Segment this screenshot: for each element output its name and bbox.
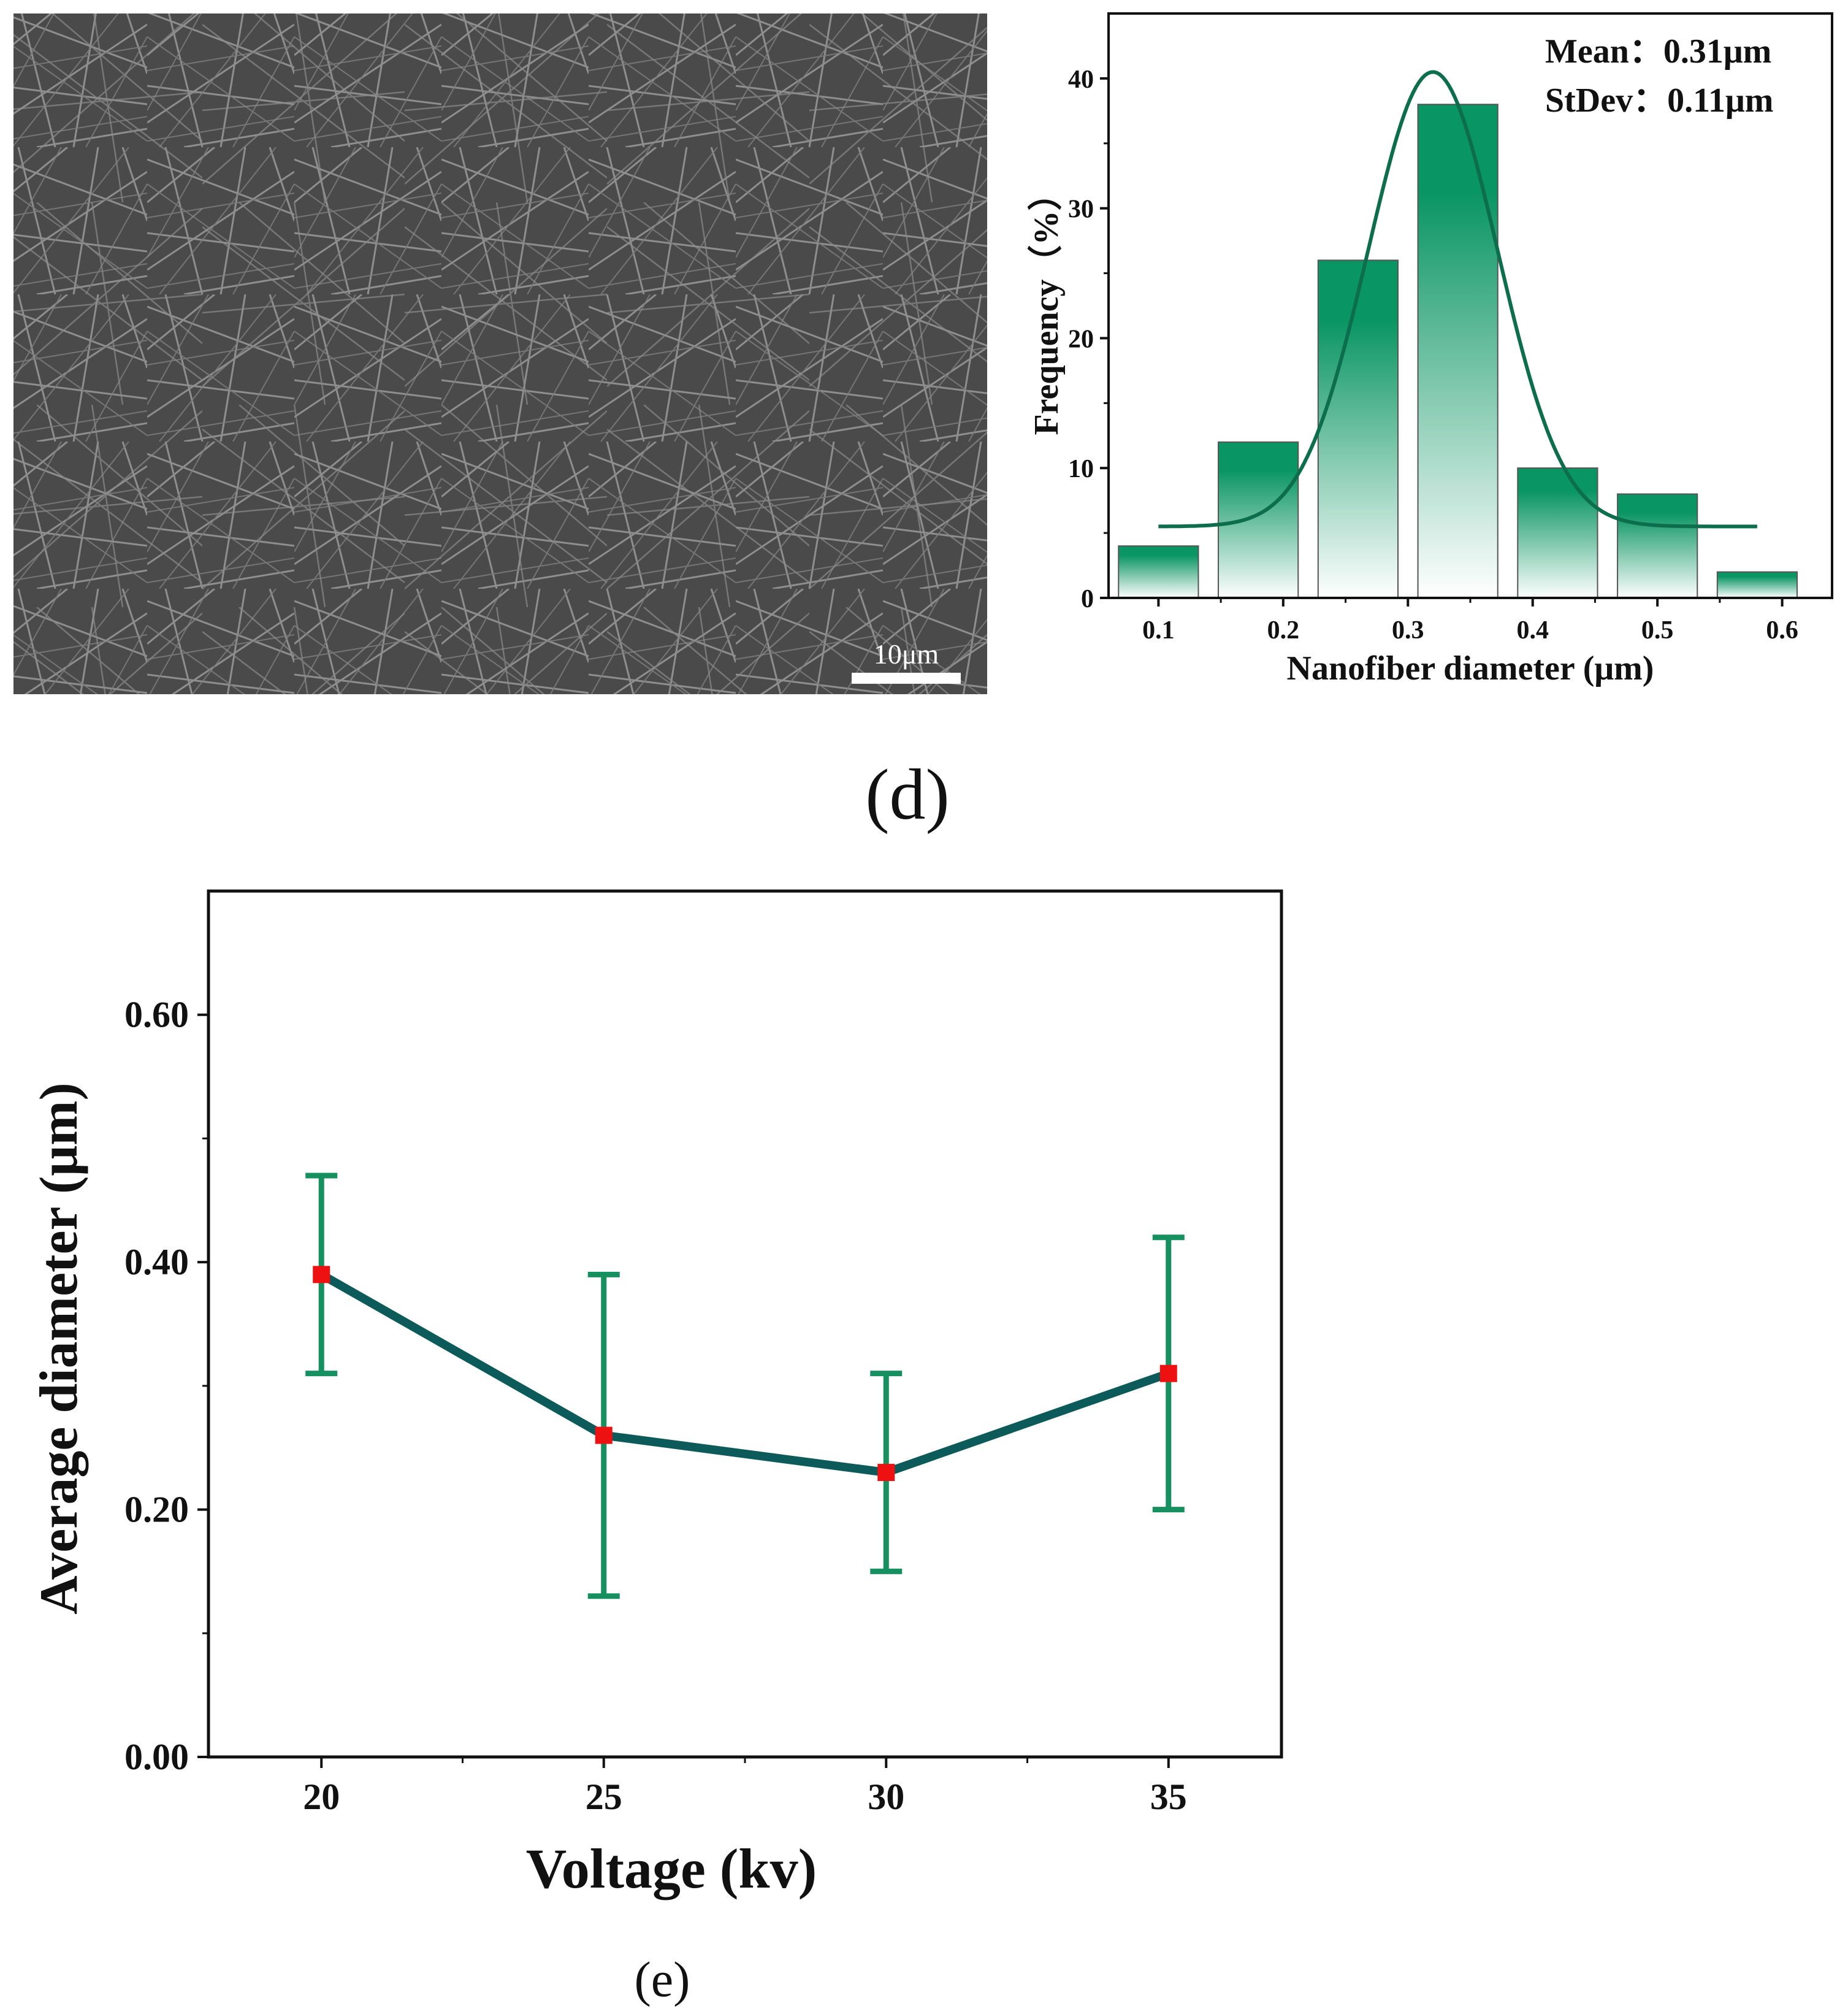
histogram-x-tick-label: 0.3 [1392,616,1424,645]
data-point-marker [595,1426,613,1444]
histogram-bar [1517,467,1598,599]
histogram-chart: 0.1 0.2 0.3 0.4 0.5 0.6 0 10 20 30 40 Nanofiber dia… [1027,12,1833,687]
histogram-y-tick-label: 20 [1068,325,1094,353]
voltage-x-tick-label: 25 [586,1777,622,1817]
histogram-y-tick-label: 0 [1081,585,1094,613]
histogram-x-tick-label: 0.4 [1516,616,1549,645]
data-point-marker [877,1464,895,1482]
voltage-chart: 20 25 30 35 0.00 0.20 0.40 0.60 Voltage (kv) Aver… [29,889,1283,1900]
sem-image-overlay [13,13,987,694]
scale-bar [852,673,961,684]
histogram-bar [1317,259,1399,599]
voltage-x-tick-label: 35 [1150,1777,1187,1817]
voltage-y-tick-label: 0.20 [124,1490,189,1530]
voltage-chart-frame [207,889,1283,1759]
voltage-x-tick-label: 20 [303,1777,340,1817]
histogram-y-tick-label: 10 [1068,455,1094,483]
histogram-annotation: Mean：0.31μm [1545,33,1771,71]
histogram-x-tick-label: 0.2 [1267,616,1300,645]
histogram-bar [1716,571,1798,599]
panel-d-caption: (d) [865,754,950,835]
histogram-bar [1118,545,1199,599]
sem-micrograph: 10μm [13,13,987,694]
voltage-x-tick-label: 30 [868,1777,904,1817]
histogram-annotation: StDev：0.11μm [1545,82,1773,120]
average-diameter-line [317,1270,1173,1477]
histogram-bar [1417,104,1499,599]
histogram-x-tick-label: 0.5 [1641,616,1674,645]
histogram-x-tick-label: 0.1 [1142,616,1175,645]
histogram-x-tick-label: 0.6 [1766,616,1798,645]
voltage-y-tick-label: 0.40 [124,1242,189,1282]
data-point-marker [1159,1364,1177,1382]
voltage-y-tick-label: 0.60 [124,995,189,1035]
histogram-y-tick-label: 40 [1068,66,1094,94]
histogram-y-axis-label: Frequency（%） [1027,176,1066,435]
gaussian-fit-curve [1158,70,1757,529]
voltage-y-tick-label: 0.00 [124,1737,189,1777]
voltage-y-axis-label: Average diameter (μm) [29,1082,89,1615]
scale-bar-label: 10μm [874,638,939,670]
panel-e-caption: (e) [634,1951,690,2007]
histogram-bar [1218,441,1299,599]
data-point-marker [313,1266,330,1284]
histogram-y-tick-label: 30 [1068,196,1094,224]
histogram-x-axis-label: Nanofiber diameter (μm) [1287,649,1654,687]
voltage-x-axis-label: Voltage (kv) [526,1837,817,1900]
histogram-bar [1617,493,1698,599]
